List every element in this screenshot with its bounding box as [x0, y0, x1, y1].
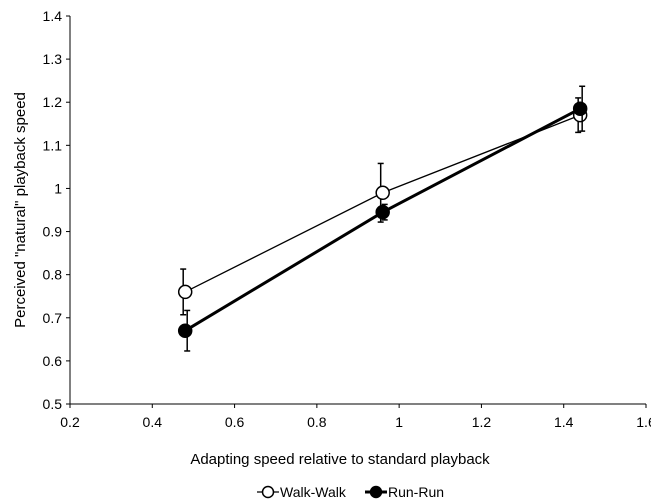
- y-tick-label: 0.8: [43, 267, 63, 283]
- x-tick-label: 1.4: [554, 414, 574, 430]
- series-layer: [177, 85, 588, 352]
- series-line: [184, 114, 581, 293]
- data-point: [375, 204, 390, 220]
- legend: Walk-Walk Run-Run: [257, 484, 444, 500]
- x-ticks: 0.2 0.4 0.6 0.8 1 1.2 1.4 1.6: [60, 404, 651, 430]
- x-tick-label: 0.8: [307, 414, 327, 430]
- legend-label: Run-Run: [388, 484, 444, 500]
- legend-marker: [261, 485, 275, 499]
- y-ticks: 0.5 0.6 0.7 0.8 0.9 1 1.1 1.2 1.3 1.4: [43, 8, 70, 412]
- y-tick-label: 1.4: [43, 8, 63, 24]
- axes: [69, 16, 646, 405]
- y-tick-label: 0.9: [43, 224, 63, 240]
- y-tick-label: 1.3: [43, 51, 63, 67]
- series-walk-walk: [177, 97, 588, 316]
- y-tick-label: 0.5: [43, 396, 63, 412]
- x-tick-label: 1: [395, 414, 403, 430]
- data-point: [177, 284, 193, 300]
- x-tick-label: 0.6: [225, 414, 245, 430]
- legend-label: Walk-Walk: [280, 484, 347, 500]
- y-tick-label: 1.1: [43, 137, 63, 153]
- legend-marker: [369, 485, 383, 499]
- legend-item-walk-walk: Walk-Walk: [257, 484, 347, 500]
- y-tick-label: 1.2: [43, 94, 63, 110]
- data-point: [375, 185, 390, 201]
- y-tick-label: 1: [54, 180, 62, 196]
- y-axis-title: Perceived "natural" playback speed: [12, 92, 29, 328]
- x-tick-label: 1.2: [472, 414, 492, 430]
- y-tick-label: 0.7: [43, 310, 63, 326]
- legend-item-run-run: Run-Run: [365, 484, 444, 500]
- x-tick-label: 0.4: [143, 414, 163, 430]
- data-point: [572, 101, 588, 116]
- data-point: [177, 323, 193, 338]
- x-tick-label: 1.6: [636, 414, 651, 430]
- y-tick-label: 0.6: [43, 353, 63, 369]
- series-run-run: [177, 85, 588, 352]
- x-tick-label: 0.2: [60, 414, 80, 430]
- x-axis-title: Adapting speed relative to standard play…: [190, 451, 490, 468]
